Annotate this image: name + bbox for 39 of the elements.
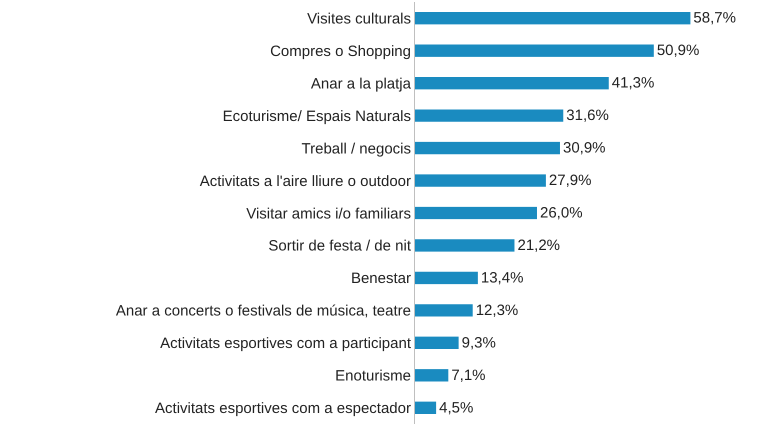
bar (415, 369, 448, 382)
y-tick-label: Activitats esportives com a espectador (155, 400, 411, 418)
y-tick-label: Ecoturisme/ Espais Naturals (222, 108, 411, 125)
bar (415, 402, 436, 414)
y-tick-label: Activitats esportives com a participant (160, 335, 412, 352)
bar (415, 304, 473, 317)
bar (415, 272, 478, 284)
bar (415, 76, 609, 90)
data-label: 12,3% (476, 302, 518, 319)
y-tick-label: Anar a la platja (310, 75, 412, 92)
data-label: 21,2% (517, 236, 560, 254)
data-label: 27,9% (548, 172, 592, 190)
y-tick-label: Visites culturals (307, 10, 411, 28)
y-tick-label: Compres o Shopping (270, 42, 411, 60)
data-label: 31,6% (566, 107, 609, 124)
y-tick-label: Activitats a l'aire lliure o outdoor (200, 172, 412, 190)
data-label: 26,0% (540, 204, 583, 222)
bar (415, 174, 546, 187)
bar (415, 12, 690, 24)
data-label: 30,9% (562, 140, 606, 157)
data-label: 4,5% (439, 399, 474, 416)
bar (415, 239, 514, 252)
data-label: 58,7% (693, 10, 736, 27)
data-label: 7,1% (451, 366, 486, 384)
data-label: 50,9% (656, 42, 700, 60)
y-tick-label: Benestar (350, 270, 411, 288)
bar (415, 206, 537, 220)
y-tick-label: Anar a concerts o festivals de música, teatre (116, 302, 411, 320)
bar (415, 336, 459, 350)
data-label: 13,4% (480, 269, 524, 286)
bar (415, 109, 564, 122)
y-tick-label: Enoturisme (335, 368, 411, 385)
y-tick-label: Visitar amics i/o familiars (246, 205, 411, 222)
bar (415, 44, 654, 57)
data-label: 9,3% (462, 334, 496, 352)
y-tick-label: Sortir de festa / de nit (268, 238, 412, 255)
y-tick-label: Treball / negocis (302, 140, 411, 158)
bar (415, 142, 560, 154)
data-label: 41,3% (612, 74, 654, 92)
